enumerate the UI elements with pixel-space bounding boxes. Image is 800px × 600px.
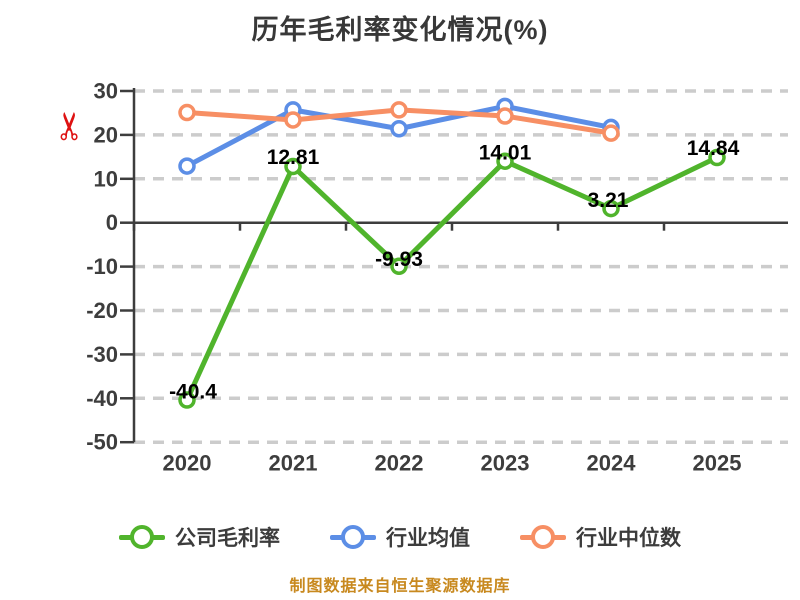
value-label: -40.4 — [169, 381, 217, 404]
data-point-marker — [284, 157, 302, 176]
y-tick-label: -10 — [86, 254, 118, 279]
data-point-marker — [390, 257, 408, 276]
legend-marker-icon — [520, 525, 566, 549]
value-label: 3.21 — [588, 189, 629, 212]
axes — [132, 88, 788, 443]
data-point-marker — [178, 157, 196, 175]
y-tick-labels: 30 20 10 0 -10 -20 -30 -40 -50 — [86, 79, 118, 455]
x-tick-label: 2024 — [587, 451, 637, 476]
legend-item-1: 行业均值 — [330, 522, 470, 552]
gridlines — [134, 89, 788, 444]
data-point-marker — [602, 199, 620, 218]
data-point-marker — [178, 391, 196, 409]
x-tick-label: 2023 — [481, 451, 530, 476]
y-tick-label: 0 — [106, 210, 118, 235]
legend-label: 行业均值 — [386, 527, 470, 550]
x-tick-label: 2025 — [693, 451, 742, 476]
x-tick-labels: 2020 2021 2022 2023 2024 2025 — [163, 451, 742, 476]
series-line — [184, 155, 720, 403]
x-tick-label: 2021 — [269, 451, 318, 476]
y-tick-label: -40 — [86, 386, 118, 411]
data-point-marker — [390, 101, 408, 119]
chart-legend: 公司毛利率 行业均值 行业中位数 — [0, 514, 800, 560]
data-point-marker — [284, 111, 302, 129]
data-point-marker — [496, 152, 514, 170]
y-tick-label: -20 — [86, 298, 118, 323]
data-point-marker — [602, 124, 620, 142]
data-point-marker — [178, 103, 196, 122]
legend-item-0: 公司毛利率 — [119, 522, 280, 552]
data-point-marker — [708, 148, 726, 167]
y-tick-label: 10 — [94, 166, 118, 191]
x-tick-label: 2022 — [375, 451, 424, 476]
legend-marker-icon — [119, 525, 165, 549]
value-label: 12.81 — [267, 146, 320, 169]
legend-marker-icon — [330, 525, 376, 549]
axis-ticks — [120, 89, 134, 444]
value-label: 14.01 — [479, 142, 532, 165]
data-point-marker — [496, 107, 514, 125]
value-label: -9.93 — [375, 248, 423, 271]
data-point-marker — [390, 120, 408, 138]
y-tick-label: 20 — [94, 122, 118, 147]
legend-label: 公司毛利率 — [175, 527, 280, 550]
data-source-note: 制图数据来自恒生聚源数据库 — [289, 578, 511, 595]
x-tick-label: 2020 — [163, 451, 212, 476]
legend-label: 行业中位数 — [576, 527, 681, 550]
chart-title: 历年毛利率变化情况(%) — [251, 15, 549, 45]
y-tick-label: -50 — [86, 430, 118, 455]
y-tick-label: 30 — [94, 79, 118, 104]
value-label: 14.84 — [687, 137, 740, 160]
series-2 — [178, 101, 620, 142]
value-labels: -40.4 12.81 -9.93 14.01 3.21 14.84 — [169, 137, 740, 404]
legend-item-2: 行业中位数 — [520, 522, 681, 552]
series-0 — [178, 148, 726, 409]
y-tick-label: -30 — [86, 342, 118, 367]
